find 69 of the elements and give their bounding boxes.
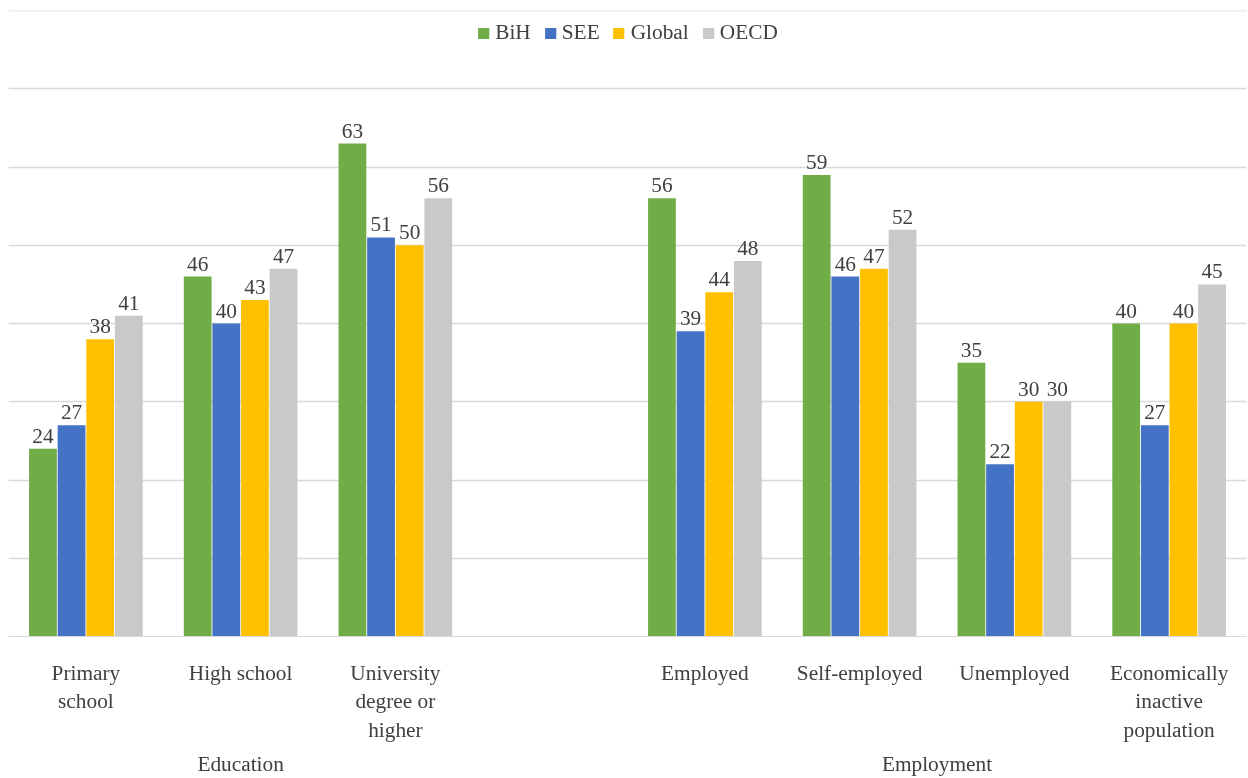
bar bbox=[1014, 401, 1043, 637]
x-tick-label: Employed bbox=[661, 660, 750, 685]
data-label: 22 bbox=[989, 439, 1011, 464]
bar bbox=[338, 143, 367, 637]
bar bbox=[212, 323, 241, 637]
bar bbox=[183, 276, 212, 637]
bar bbox=[241, 300, 269, 637]
data-label: 52 bbox=[891, 204, 914, 229]
legend-label: Global bbox=[630, 20, 689, 45]
text: Education bbox=[197, 751, 285, 776]
x-tick-label: Primary school bbox=[51, 660, 121, 714]
text: Employment bbox=[881, 751, 993, 776]
data-label: 40 bbox=[215, 298, 237, 323]
bar bbox=[1198, 284, 1226, 637]
data-label: 40 bbox=[1115, 298, 1137, 323]
legend-label: SEE bbox=[561, 20, 600, 45]
bar bbox=[57, 425, 86, 637]
bar bbox=[986, 464, 1014, 637]
data-label: 40 bbox=[1172, 298, 1195, 323]
bar bbox=[86, 339, 115, 637]
bar bbox=[269, 268, 298, 637]
data-label: 47 bbox=[272, 243, 295, 268]
data-label: 24 bbox=[32, 423, 54, 448]
data-label: 56 bbox=[651, 173, 673, 198]
bar bbox=[29, 448, 57, 637]
legend-label: BiH bbox=[495, 20, 531, 45]
bar bbox=[1112, 323, 1141, 637]
bar bbox=[705, 292, 734, 637]
bar bbox=[648, 198, 676, 637]
bar bbox=[733, 260, 762, 637]
data-label: 46 bbox=[187, 251, 209, 276]
data-label: 44 bbox=[708, 267, 731, 292]
data-label: 39 bbox=[679, 306, 702, 331]
x-tick-label: Economically inactive population bbox=[1109, 660, 1229, 743]
data-label: 27 bbox=[1144, 400, 1166, 425]
x-tick-label: Unemployed bbox=[959, 660, 1070, 685]
data-label: 50 bbox=[399, 220, 421, 245]
bar bbox=[802, 174, 831, 637]
data-label: 59 bbox=[806, 149, 828, 174]
data-label: 56 bbox=[427, 173, 450, 198]
data-label: 51 bbox=[370, 212, 392, 237]
bar bbox=[1169, 323, 1198, 637]
data-label: 46 bbox=[834, 251, 857, 276]
legend-label: OECD bbox=[719, 20, 778, 45]
data-label: 48 bbox=[737, 235, 759, 260]
data-label: 30 bbox=[1046, 376, 1068, 401]
data-label: 27 bbox=[60, 400, 83, 425]
bar bbox=[1140, 425, 1169, 637]
bar bbox=[957, 362, 986, 637]
x-tick-label: University degree or higher bbox=[350, 660, 441, 743]
x-tick-label: Self-employed bbox=[796, 660, 923, 685]
bar bbox=[676, 331, 705, 637]
bar bbox=[1043, 401, 1072, 637]
data-label: 45 bbox=[1201, 259, 1223, 284]
bar bbox=[424, 198, 453, 637]
bar bbox=[888, 229, 917, 637]
data-label: 41 bbox=[118, 290, 140, 315]
bar bbox=[860, 268, 888, 637]
bar bbox=[367, 237, 395, 637]
data-label: 43 bbox=[244, 275, 266, 300]
x-tick-label: High school bbox=[188, 660, 293, 685]
data-label: 63 bbox=[341, 118, 364, 143]
data-label: 38 bbox=[89, 314, 111, 339]
data-label: 47 bbox=[863, 243, 885, 268]
bar bbox=[114, 315, 143, 637]
data-label: 30 bbox=[1018, 376, 1040, 401]
bar bbox=[831, 276, 860, 637]
data-label: 35 bbox=[960, 337, 983, 362]
bar bbox=[395, 245, 424, 637]
